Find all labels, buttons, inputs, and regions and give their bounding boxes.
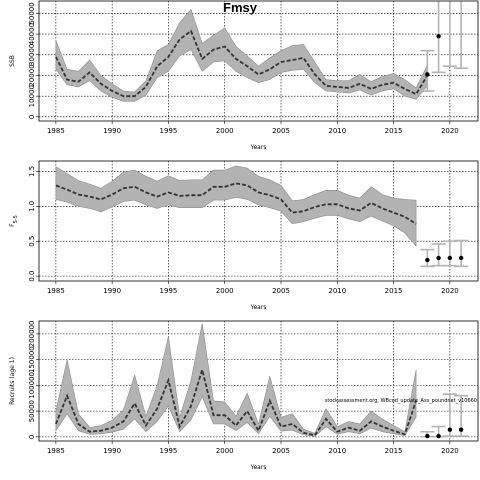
- plot-area: [39, 321, 478, 441]
- y-tick-label: 200000: [28, 321, 36, 348]
- y-tick-label: 0.0: [28, 271, 36, 282]
- x-tick-label: 2020: [441, 447, 459, 455]
- y-tick-label: 40000: [28, 23, 36, 45]
- projection-error-bar: [454, 239, 469, 268]
- projection-error-bar: [442, 240, 457, 267]
- x-tick-label: 2010: [328, 447, 346, 455]
- x-tick-label: 2020: [441, 287, 459, 295]
- x-tick-label: 1990: [103, 127, 121, 135]
- plot-area: [39, 161, 478, 281]
- y-tick-label: 0: [28, 115, 36, 119]
- x-tick-label: 1985: [47, 287, 65, 295]
- x-tick-label: 2015: [385, 127, 403, 135]
- plot-area: [39, 1, 478, 121]
- x-tick-label: 2010: [328, 127, 346, 135]
- projection-point: [458, 427, 464, 432]
- chart-panel-3: 1985 1990 1995 2000 2005 2010 2015 2020 0 5000010…: [9, 320, 479, 471]
- y-tick-label: 150000: [28, 346, 36, 373]
- y-tick-label: 50000: [28, 400, 36, 422]
- x-tick-label: 2015: [385, 447, 403, 455]
- x-tick-label: 1990: [103, 447, 121, 455]
- chart-panel-2: 1985 1990 1995 2000 2005 2010 2015 2020 0.0 0.5 1.…: [9, 160, 479, 311]
- projection-point: [447, 255, 453, 261]
- y-axis-title: Recruits (age 1): [9, 357, 16, 405]
- projection-point: [458, 255, 464, 261]
- x-tick-label: 1995: [160, 447, 178, 455]
- y-tick-label: 0: [28, 435, 36, 439]
- projection-error-bar: [420, 49, 435, 92]
- x-tick-label: 1985: [47, 447, 65, 455]
- y-tick-label: 1.5: [28, 166, 36, 177]
- x-axis-title: Years: [250, 144, 267, 151]
- page-title: Fmsy: [223, 0, 257, 15]
- confidence-band: [55, 323, 417, 437]
- x-tick-label: 2000: [216, 447, 234, 455]
- x-tick-label: 1990: [103, 287, 121, 295]
- projection-error-bar: [442, 1, 457, 67]
- estimate-line: [55, 182, 417, 225]
- y-tick-label: 100000: [28, 372, 36, 399]
- x-axis-title: Years: [250, 304, 267, 311]
- x-tick-label: 2005: [272, 287, 290, 295]
- y-tick-label: 10000: [28, 85, 36, 107]
- projection-point: [425, 72, 430, 77]
- x-axis-title: Years: [250, 464, 267, 471]
- projection-point: [425, 257, 430, 263]
- x-tick-label: 2015: [385, 287, 403, 295]
- projection-point: [436, 255, 441, 261]
- x-tick-label: 1995: [160, 287, 178, 295]
- projection-point: [425, 433, 430, 439]
- plot-frame: [38, 160, 479, 282]
- plot-frame: [38, 0, 479, 122]
- x-tick-label: 1995: [160, 127, 178, 135]
- projection-point: [447, 427, 453, 432]
- y-tick-label: 20000: [28, 64, 36, 86]
- x-tick-label: 2005: [272, 447, 290, 455]
- confidence-band: [55, 8, 428, 102]
- y-tick-label: 1.0: [28, 201, 36, 212]
- y-tick-label: 30000: [28, 44, 36, 66]
- chart-panel-1: 1985 1990 1995 2000 2005 2010 2015 2020 0 1000020…: [9, 0, 479, 151]
- plot-frame: [38, 320, 479, 442]
- x-tick-label: 2020: [441, 127, 459, 135]
- projection-error-bar: [431, 243, 446, 267]
- y-axis-title: F5-5: [9, 215, 19, 227]
- projection-point: [436, 33, 441, 39]
- x-tick-label: 1985: [47, 127, 65, 135]
- y-tick-label: 0.5: [28, 236, 36, 247]
- x-tick-label: 2010: [328, 287, 346, 295]
- projection-point: [436, 433, 441, 439]
- y-tick-label: 50000: [28, 2, 36, 24]
- x-tick-label: 2000: [216, 287, 234, 295]
- x-tick-label: 2005: [272, 127, 290, 135]
- y-axis-title: SSB: [9, 55, 16, 67]
- estimate-line: [55, 29, 429, 98]
- confidence-band: [55, 165, 417, 247]
- estimate-line: [55, 366, 417, 437]
- x-tick-label: 2000: [216, 127, 234, 135]
- projection-error-bar: [454, 1, 469, 70]
- source-annotation: stockassessment.org, WBcod_update_Ass_po…: [325, 398, 477, 404]
